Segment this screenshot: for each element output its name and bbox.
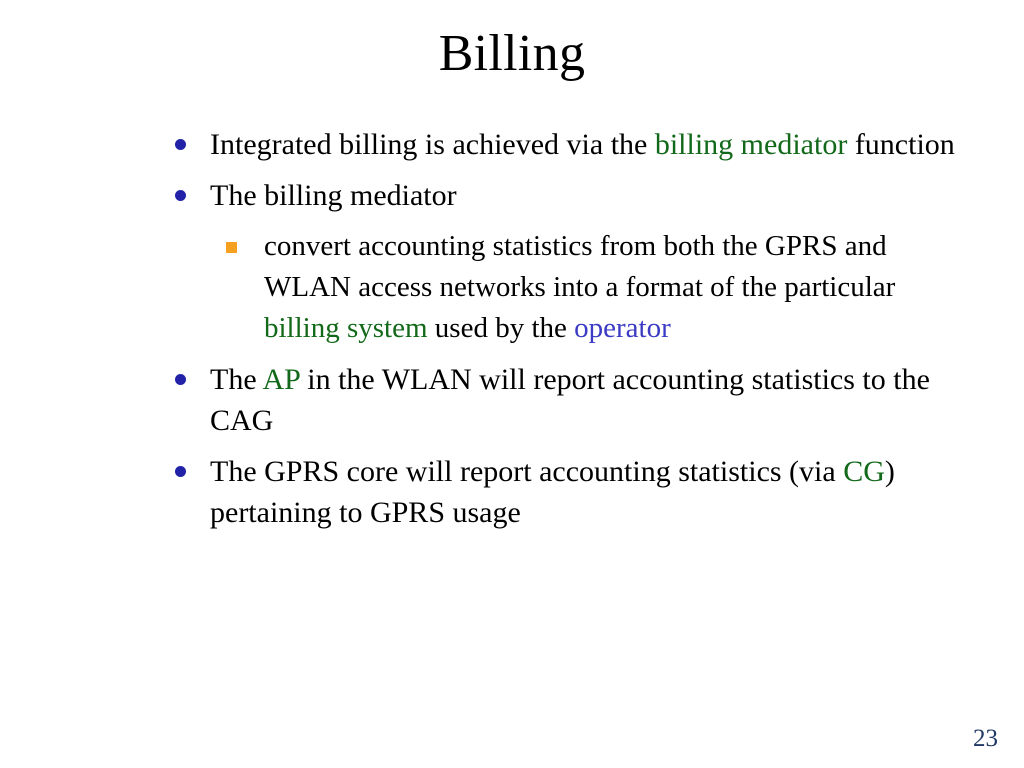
bullet-item: The billing mediator [170, 175, 960, 216]
bullet-text-segment-highlight: CG [843, 455, 885, 488]
bullet-text-segment: The GPRS core will report accounting sta… [210, 455, 844, 488]
sub-bullet-text-segment: used by the [427, 312, 575, 344]
bullet-text-segment: in the WLAN will report accounting stati… [210, 363, 930, 437]
bullet-item: Integrated billing is achieved via the b… [170, 124, 960, 165]
spacer [170, 218, 960, 226]
sub-bullet-text-segment: convert accounting statistics from both … [264, 230, 896, 303]
spacer [170, 443, 960, 451]
bullet-text-segment: ) pertaining to GPRS usage [210, 455, 895, 529]
sub-bullet-text-segment-highlight: billing system [264, 312, 428, 344]
page-number: 23 [973, 725, 998, 752]
sub-bullet-item: convert accounting statistics from both … [216, 226, 960, 349]
round-bullet-icon [175, 466, 186, 477]
bullet-text-segment: function [847, 128, 955, 161]
bullet-text-segment: The [210, 363, 263, 396]
round-bullet-icon [175, 139, 186, 150]
bullet-text-segment: Integrated billing is achieved via the [210, 128, 655, 161]
round-bullet-icon [175, 190, 186, 201]
bullet-text-segment: The billing mediator [210, 179, 457, 212]
sub-bullet-text-segment-highlight: operator [574, 312, 671, 344]
bullet-item: The AP in the WLAN will report accountin… [170, 359, 960, 441]
square-bullet-icon [226, 242, 237, 253]
bullet-text-segment-highlight: AP [262, 363, 300, 396]
round-bullet-icon [175, 374, 186, 385]
bullet-item: The GPRS core will report accounting sta… [170, 451, 960, 533]
slide-body: Integrated billing is achieved via the b… [170, 124, 960, 535]
spacer [170, 351, 960, 359]
bullet-text-segment-highlight: billing mediator [654, 128, 848, 161]
spacer [170, 167, 960, 175]
page-title: Billing [438, 25, 586, 82]
